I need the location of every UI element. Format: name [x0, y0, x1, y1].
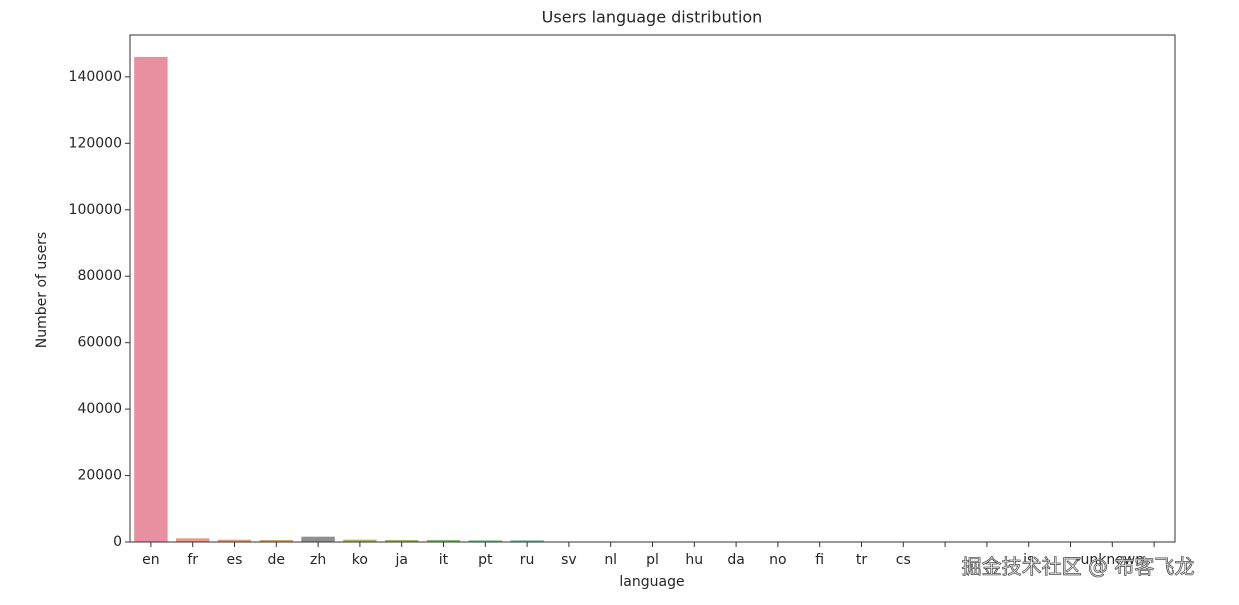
x-tick-label: fr [187, 552, 198, 568]
plot-frame [130, 35, 1175, 542]
x-tick-label: no [769, 552, 786, 568]
x-tick-label: cs [896, 552, 911, 568]
x-tick-label: ja [394, 552, 407, 568]
x-tick-label: it [439, 552, 449, 568]
x-tick-label: zh [310, 552, 326, 568]
y-tick-label: 20000 [77, 468, 122, 484]
x-tick-label: ru [520, 552, 535, 568]
plot-area: 0 20000 40000 60000 80000 100000 120000 140000 e… [69, 57, 1171, 568]
x-tick-label: hu [685, 552, 703, 568]
x-tick-label: de [268, 552, 286, 568]
y-tick-label: 120000 [69, 135, 122, 151]
x-tick-label: ko [352, 552, 368, 568]
x-axis-label: language [619, 574, 684, 590]
x-tick-label: en [142, 552, 160, 568]
y-tick-label: 0 [113, 534, 122, 550]
bar [301, 537, 334, 542]
chart-title: Users language distribution [542, 8, 763, 27]
watermark: 掘金技术社区 @ 布客飞龙 [962, 555, 1195, 579]
y-tick-label: 80000 [77, 268, 122, 284]
y-tick-label: 40000 [77, 401, 122, 417]
y-tick-label: 140000 [69, 69, 122, 85]
x-tick-label: pl [646, 552, 659, 568]
x-tick-label: tr [856, 552, 867, 568]
x-tick-label: da [727, 552, 744, 568]
y-axis-label: Number of users [34, 232, 50, 348]
y-tick-label: 100000 [69, 202, 122, 218]
bar [176, 538, 209, 542]
bar [134, 57, 167, 542]
y-tick-label: 60000 [77, 335, 122, 351]
x-tick-label: nl [604, 552, 617, 568]
x-tick-label: fi [815, 552, 824, 568]
x-tick-label: sv [561, 552, 577, 568]
x-tick-label: pt [478, 552, 493, 568]
x-tick-label: es [227, 552, 243, 568]
